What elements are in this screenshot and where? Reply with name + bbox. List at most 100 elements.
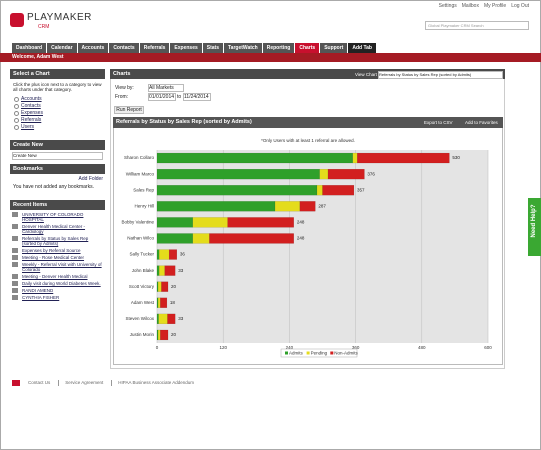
main-header: Charts <box>110 69 505 79</box>
bar-segment <box>156 152 353 164</box>
recent-item[interactable]: Meeting - Rose Medical Center <box>12 255 103 260</box>
category-link[interactable]: Accounts <box>21 96 42 102</box>
footer-link[interactable]: HIPAA Business Associate Addendum <box>111 380 194 386</box>
recent-link[interactable]: Meeting - Rose Medical Center <box>22 255 85 260</box>
recent-item[interactable]: Denver Health Medical Center - Cardiolog… <box>12 224 103 234</box>
total-label: 248 <box>297 236 305 241</box>
recent-link[interactable]: Weekly - Referral Visit with University … <box>22 262 102 272</box>
footer-link[interactable]: Service Agreement <box>58 380 103 386</box>
recent-link[interactable]: CYNTHIA FISHER <box>22 295 60 300</box>
top-link[interactable]: My Profile <box>483 3 507 9</box>
plus-icon[interactable] <box>14 103 19 109</box>
help-text[interactable]: Need Help? <box>531 204 537 238</box>
chart: *Only Users with at least 1 referral are… <box>122 138 492 358</box>
total-label: 248 <box>297 220 305 225</box>
logo: PLAYMAKER <box>27 12 92 23</box>
add-folder[interactable]: Add Folder <box>78 176 103 182</box>
x-tick-label: 0 <box>156 345 159 350</box>
total-label: 530 <box>452 155 460 160</box>
bar-segment <box>157 329 161 341</box>
chart-header: Referrals by Status by Sales Rep (sorted… <box>113 117 503 128</box>
view-by-select[interactable]: All Markets <box>148 84 184 92</box>
recent-item[interactable]: CYNTHIA FISHER <box>12 295 103 300</box>
total-label: 33 <box>178 268 184 273</box>
y-tick-label: Bobby Valentine <box>122 220 155 225</box>
recent-link[interactable]: Denver Health Medical Center - Cardiolog… <box>22 224 86 234</box>
view-by-label: View by: <box>115 85 134 91</box>
legend-swatch <box>285 351 288 355</box>
search-box[interactable]: Global Playmaker CRM Search <box>425 21 529 30</box>
y-tick-label: Adam West <box>131 300 155 305</box>
recent-item[interactable]: Weekly - Referral Visit with University … <box>12 262 103 272</box>
item-icon <box>12 262 18 267</box>
recent-item[interactable]: RANDI AMEND <box>12 288 103 293</box>
footer-link[interactable]: Contact Us <box>28 380 51 385</box>
bar-segment <box>327 168 365 180</box>
plus-icon[interactable] <box>14 124 19 130</box>
nav-tab[interactable]: Referrals <box>139 43 170 53</box>
plus-icon[interactable] <box>14 96 19 102</box>
from-label: From: <box>115 94 129 100</box>
bar-segment <box>157 297 161 308</box>
x-tick-label: 240 <box>286 345 294 350</box>
nav-tab[interactable]: Support <box>320 43 348 53</box>
create-select[interactable]: Create New <box>12 152 103 160</box>
nav-tab[interactable]: TargetWatch <box>224 43 262 53</box>
nav-tab[interactable]: Charts <box>295 43 320 53</box>
category-link[interactable]: Contacts <box>21 103 41 109</box>
category-item[interactable]: Accounts <box>14 96 105 102</box>
plus-icon[interactable] <box>14 117 19 123</box>
top-link[interactable]: Log Out <box>511 3 529 9</box>
help-tab[interactable] <box>528 198 541 256</box>
top-link[interactable]: Settings <box>438 3 457 9</box>
category-link[interactable]: Users <box>21 124 35 130</box>
y-tick-label: Henry Hill <box>134 203 154 208</box>
bar-segment <box>156 233 194 244</box>
recent-item[interactable]: Meeting - Denver Health Medical <box>12 274 103 279</box>
bar-segment <box>227 217 294 228</box>
category-item[interactable]: Expenses <box>14 110 105 116</box>
favorites-link[interactable]: Add to Favorites <box>465 120 498 125</box>
bar-segment <box>164 265 176 276</box>
nav-tab[interactable]: Contacts <box>109 43 139 53</box>
nav-tab[interactable]: Add Tab <box>348 43 376 53</box>
category-link[interactable]: Expenses <box>21 110 43 116</box>
top-links: Settings Mailbox My Profile Log Out <box>439 3 529 9</box>
view-chart-select[interactable]: Referrals by Status by Sales Rep (sorted… <box>378 71 503 79</box>
nav-tab[interactable]: Dashboard <box>12 43 47 53</box>
bar-segment <box>192 217 228 228</box>
recent-item[interactable]: Daily visit during World Diabetes Week. <box>12 281 103 286</box>
plus-icon[interactable] <box>14 110 19 116</box>
from-date[interactable]: 01/01/2014 <box>148 93 176 101</box>
category-item[interactable]: Referrals <box>14 117 105 123</box>
recent-link[interactable]: UNIVERSITY OF COLORADO HOSPITAL <box>22 212 84 222</box>
legend-label: Pending <box>311 350 328 355</box>
recent-item[interactable]: UNIVERSITY OF COLORADO HOSPITAL <box>12 212 103 222</box>
recent-link[interactable]: Referrals by Status by Sales Rep (sorted… <box>22 236 89 246</box>
to-date[interactable]: 11/24/2014 <box>183 93 211 101</box>
recent-item[interactable]: Referrals by Status by Sales Rep (sorted… <box>12 236 103 246</box>
category-link[interactable]: Referrals <box>21 117 42 123</box>
category-item[interactable]: Users <box>14 124 105 130</box>
nav-tab[interactable]: Stats <box>202 43 223 53</box>
nav-tab[interactable]: Expenses <box>170 43 202 53</box>
run-button[interactable]: Run Report <box>114 106 144 114</box>
top-link[interactable]: Mailbox <box>461 3 479 9</box>
export-link[interactable]: Export to CSV <box>424 120 453 125</box>
section-title: Recent Items <box>10 200 105 210</box>
legend-swatch <box>330 351 334 355</box>
recent-link[interactable]: RANDI AMEND <box>22 288 54 293</box>
help-text: Click the plus icon next to a category t… <box>13 82 102 92</box>
nav-tab[interactable]: Calendar <box>47 43 77 53</box>
nav-tab[interactable]: Reporting <box>262 43 295 53</box>
nav-tab[interactable]: Accounts <box>77 43 109 53</box>
footer: Contact Us Service Agreement HIPAA Busines… <box>12 380 194 386</box>
category-item[interactable]: Contacts <box>14 103 105 109</box>
recent-link[interactable]: Expenses by Referral Source <box>22 248 81 253</box>
recent-link[interactable]: Meeting - Denver Health Medical <box>22 274 88 279</box>
recent-item[interactable]: Expenses by Referral Source <box>12 248 103 253</box>
recent-link[interactable]: Daily visit during World Diabetes Week. <box>22 281 101 286</box>
total-label: 33 <box>178 316 184 321</box>
x-tick-label: 480 <box>418 345 426 350</box>
